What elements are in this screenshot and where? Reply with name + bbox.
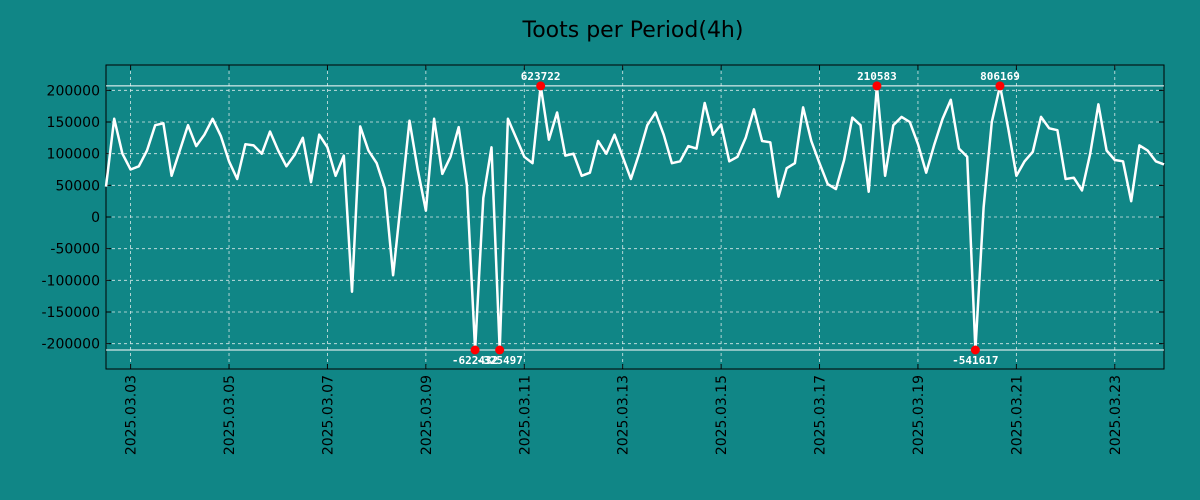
x-tick-label: 2025.03.15 xyxy=(714,375,730,455)
x-tick-label: 2025.03.13 xyxy=(616,375,632,455)
peak-marker xyxy=(536,81,546,91)
x-axis: 2025.03.03 2025.03.05 2025.03.07 2025.03.09… xyxy=(124,65,1124,455)
x-tick-label: 2025.03.03 xyxy=(124,375,140,455)
y-tick-label: -100000 xyxy=(42,273,101,289)
peak-label: 210583 xyxy=(857,70,897,83)
x-tick-label: 2025.03.21 xyxy=(1009,375,1025,455)
x-tick-label: 2025.03.05 xyxy=(222,375,238,455)
peak-label: -325497 xyxy=(476,354,522,367)
peak-label: -622432 xyxy=(452,354,498,367)
y-axis: 200000 150000 100000 50000 0 -50000 -100000 -15… xyxy=(42,83,1164,353)
y-tick-label: -50000 xyxy=(50,242,100,258)
chart-title: Toots per Period(4h) xyxy=(522,18,744,43)
peak-label: 806169 xyxy=(980,70,1020,83)
x-tick-label: 2025.03.07 xyxy=(320,375,336,455)
x-tick-label: 2025.03.11 xyxy=(517,375,533,455)
peak-marker xyxy=(495,345,505,355)
peak-marker xyxy=(995,81,1005,91)
x-tick-label: 2025.03.19 xyxy=(911,375,927,455)
x-tick-label: 2025.03.09 xyxy=(419,375,435,455)
y-tick-label: 200000 xyxy=(47,83,100,99)
peak-label: -541617 xyxy=(952,354,998,367)
peak-label: 623722 xyxy=(521,70,561,83)
peak-markers: -622432-325497 623722 210583 -541617 806169 xyxy=(452,70,1020,367)
y-tick-label: 50000 xyxy=(55,178,100,194)
peak-marker xyxy=(872,81,882,91)
clip-lines xyxy=(106,85,1164,351)
x-tick-label: 2025.03.17 xyxy=(813,375,829,455)
peak-marker xyxy=(970,345,980,355)
y-tick-label: 0 xyxy=(91,210,100,226)
y-tick-label: 100000 xyxy=(47,147,100,163)
x-tick-label: 2025.03.23 xyxy=(1108,375,1124,455)
peak-marker xyxy=(470,345,480,355)
grid-lines xyxy=(106,65,1164,369)
series-line xyxy=(104,84,1165,352)
y-tick-label: -150000 xyxy=(42,305,101,321)
y-tick-label: 150000 xyxy=(47,115,100,131)
y-tick-label: -200000 xyxy=(42,337,101,353)
